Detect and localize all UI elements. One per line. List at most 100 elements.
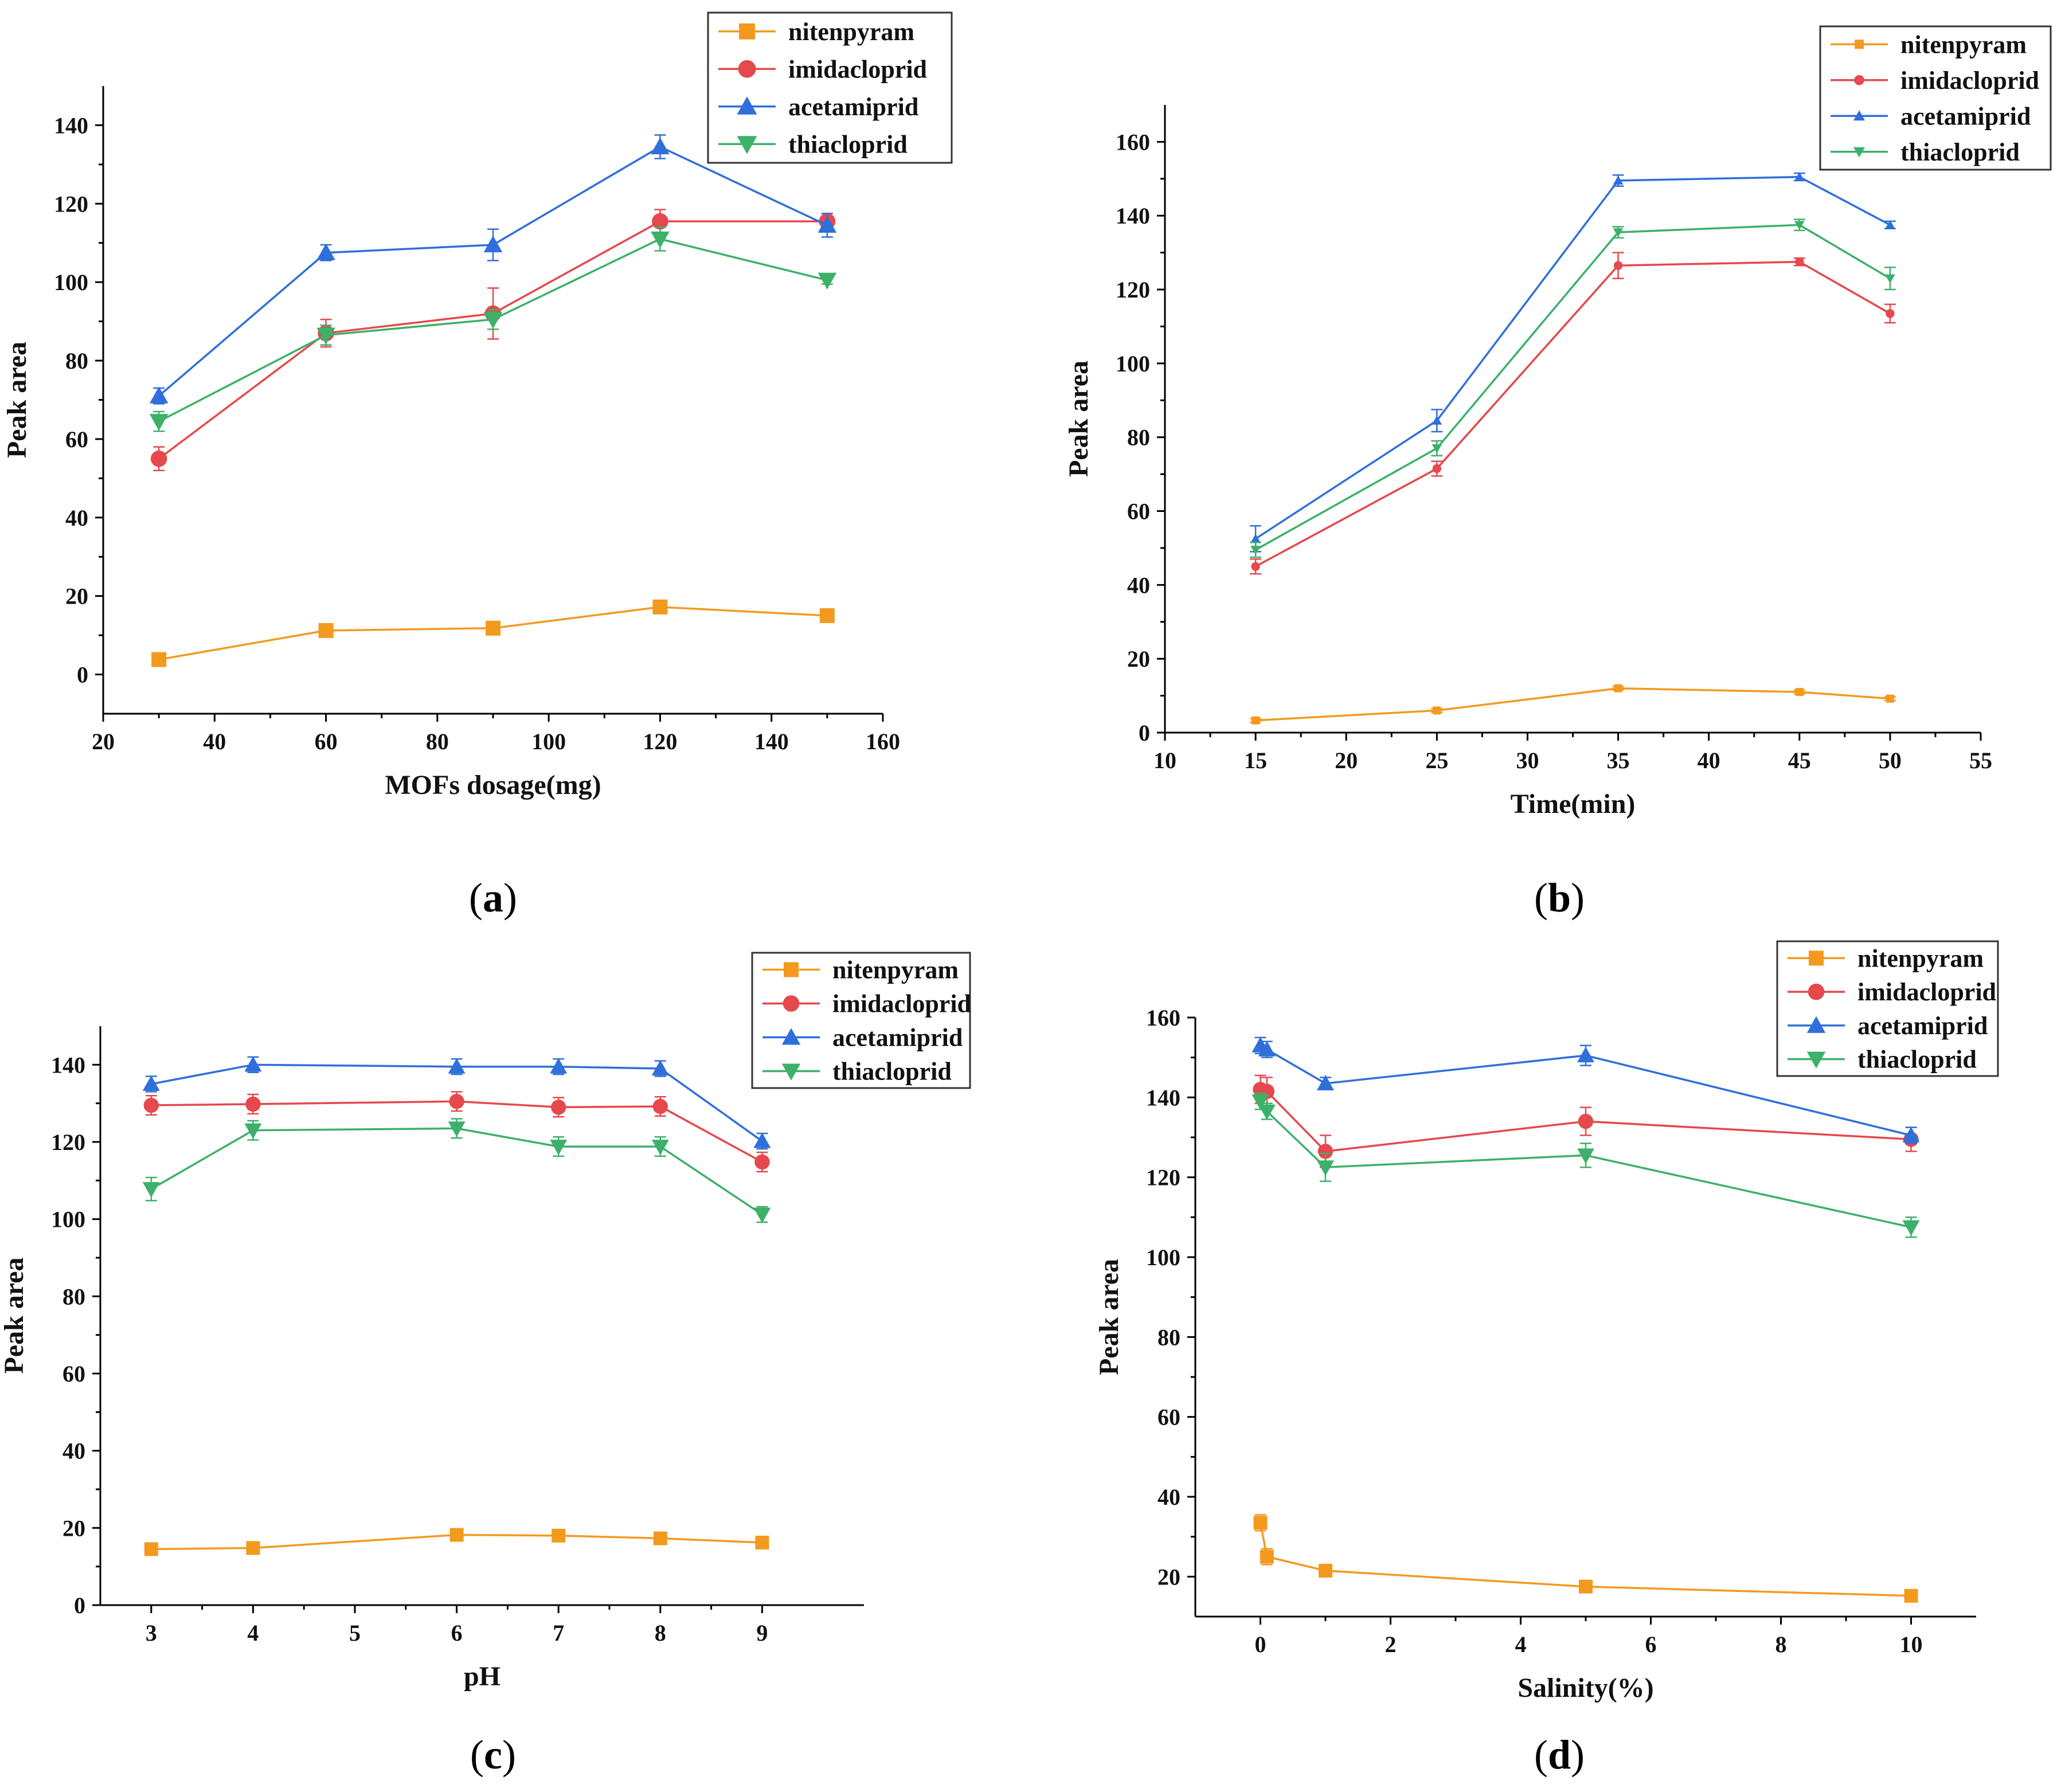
- legend-label-imidacloprid: imidacloprid: [788, 55, 927, 83]
- legend-marker-nitenpyram: [784, 962, 799, 977]
- x-tick-label: 6: [451, 1620, 463, 1646]
- x-tick-label: 55: [1969, 748, 1992, 773]
- legend-marker-nitenpyram: [1809, 950, 1824, 966]
- y-tick-label: 20: [65, 584, 88, 609]
- y-tick-label: 100: [51, 1207, 85, 1233]
- y-axis-label: Peak area: [1094, 1259, 1124, 1375]
- data-point-imidacloprid: [1251, 562, 1260, 571]
- x-axis-label: Salinity(%): [1518, 1673, 1653, 1703]
- x-tick-label: 4: [247, 1620, 259, 1646]
- legend-marker-thiacloprid: [781, 1063, 801, 1081]
- series-nitenpyram: [144, 1528, 769, 1556]
- y-tick-label: 20: [1157, 1564, 1180, 1590]
- legend-label-nitenpyram: nitenpyram: [1900, 30, 2027, 58]
- data-point-thiacloprid: [1885, 274, 1895, 284]
- data-point-nitenpyram: [246, 1541, 260, 1555]
- data-point-acetamiprid: [244, 1056, 262, 1072]
- series-acetamiprid: [149, 134, 837, 405]
- x-tick-label: 3: [146, 1620, 157, 1646]
- legend: nitenpyram imidacloprid acetamiprid thiaclo…: [1819, 25, 2052, 171]
- legend-label-acetamiprid: acetamiprid: [1900, 102, 2031, 130]
- data-point-thiacloprid: [818, 272, 837, 290]
- y-tick-label: 40: [1127, 572, 1150, 598]
- legend-label-thiacloprid: thiacloprid: [1857, 1046, 1977, 1074]
- y-tick-label: 140: [51, 1052, 85, 1078]
- x-tick-label: 7: [553, 1620, 564, 1646]
- y-tick-label: 20: [1127, 646, 1150, 672]
- data-point-imidacloprid: [1795, 257, 1804, 267]
- x-tick-label: 8: [655, 1620, 666, 1646]
- y-tick-label: 60: [1127, 499, 1150, 525]
- panel-label-d: (d): [1534, 1732, 1585, 1778]
- y-tick-label: 140: [1146, 1085, 1180, 1110]
- y-tick-label: 120: [1116, 277, 1150, 303]
- x-tick-label: 9: [756, 1620, 768, 1646]
- legend-marker-imidacloprid: [783, 995, 800, 1012]
- series-line-imidacloprid: [151, 1100, 763, 1163]
- x-tick-label: 80: [426, 729, 449, 754]
- data-point-thiacloprid: [244, 1123, 262, 1139]
- x-tick-label: 100: [531, 729, 566, 754]
- y-tick-label: 160: [1116, 129, 1150, 155]
- legend-marker-acetamiprid: [1806, 1016, 1826, 1033]
- legend-marker-imidacloprid: [738, 60, 756, 78]
- data-point-imidacloprid: [754, 1154, 770, 1170]
- x-tick-label: 0: [1255, 1631, 1266, 1657]
- data-point-nitenpyram: [1904, 1588, 1918, 1603]
- y-axis-label: Peak area: [1063, 361, 1094, 477]
- series-line-acetamiprid: [158, 146, 828, 397]
- data-point-imidacloprid: [551, 1100, 566, 1115]
- data-point-thiacloprid: [1577, 1148, 1594, 1164]
- chart-panel-a: 20 40 60 80 100 120 140 160 0 20 40 60 80 100 120 140 MO…: [2, 11, 953, 921]
- data-point-thiacloprid: [1613, 228, 1624, 237]
- x-tick-label: 50: [1879, 748, 1902, 773]
- x-axis-label: pH: [464, 1661, 500, 1692]
- data-point-thiacloprid: [1794, 221, 1805, 230]
- data-point-imidacloprid: [150, 450, 167, 467]
- data-point-acetamiprid: [1317, 1074, 1334, 1090]
- legend-label-nitenpyram: nitenpyram: [788, 18, 914, 46]
- y-tick-label: 120: [51, 1129, 85, 1155]
- data-point-imidacloprid: [652, 1098, 668, 1114]
- chart-panel-d: 0 2 4 6 8 10 20 40 60 80 100 120 140 160 Salinity(%) Pe…: [1094, 940, 1999, 1778]
- legend-marker-thiacloprid: [1806, 1051, 1826, 1069]
- legend-label-nitenpyram: nitenpyram: [1857, 944, 1984, 972]
- y-tick-label: 20: [62, 1515, 85, 1541]
- series-thiacloprid: [1252, 1093, 1920, 1238]
- y-tick-label: 0: [1139, 720, 1150, 746]
- panel-label-b: (b): [1534, 875, 1585, 921]
- legend-label-nitenpyram: nitenpyram: [832, 956, 959, 984]
- x-tick-label: 20: [92, 729, 115, 754]
- y-tick-label: 60: [1157, 1404, 1180, 1430]
- series-imidacloprid: [143, 1091, 770, 1173]
- legend: nitenpyram imidacloprid acetamiprid thiaclo…: [751, 952, 971, 1089]
- data-point-imidacloprid: [1317, 1144, 1333, 1159]
- data-point-nitenpyram: [1886, 694, 1894, 703]
- legend-marker-thiacloprid: [737, 136, 757, 154]
- data-point-thiacloprid: [142, 1182, 160, 1198]
- y-tick-label: 140: [54, 112, 88, 138]
- data-point-thiacloprid: [753, 1207, 771, 1223]
- legend-label-thiacloprid: thiacloprid: [788, 130, 908, 158]
- data-point-acetamiprid: [1432, 415, 1442, 425]
- x-tick-label: 4: [1515, 1631, 1527, 1657]
- legend-marker-acetamiprid: [781, 1028, 801, 1045]
- series-thiacloprid: [149, 226, 837, 432]
- x-tick-label: 15: [1244, 748, 1267, 773]
- x-tick-label: 140: [754, 729, 789, 754]
- data-point-acetamiprid: [149, 386, 169, 404]
- series-acetamiprid: [142, 1056, 771, 1150]
- data-point-acetamiprid: [550, 1058, 568, 1074]
- data-point-acetamiprid: [1902, 1126, 1920, 1143]
- series-line-acetamiprid: [151, 1063, 763, 1143]
- data-point-thiacloprid: [550, 1140, 568, 1156]
- series-line-nitenpyram: [1256, 687, 1891, 722]
- legend-marker-imidacloprid: [1808, 983, 1825, 1000]
- x-tick-label: 25: [1425, 748, 1448, 773]
- legend-label-acetamiprid: acetamiprid: [832, 1024, 963, 1052]
- data-point-acetamiprid: [1250, 534, 1261, 543]
- data-point-thiacloprid: [1250, 546, 1261, 555]
- data-point-acetamiprid: [483, 235, 503, 253]
- y-tick-label: 40: [1157, 1484, 1180, 1510]
